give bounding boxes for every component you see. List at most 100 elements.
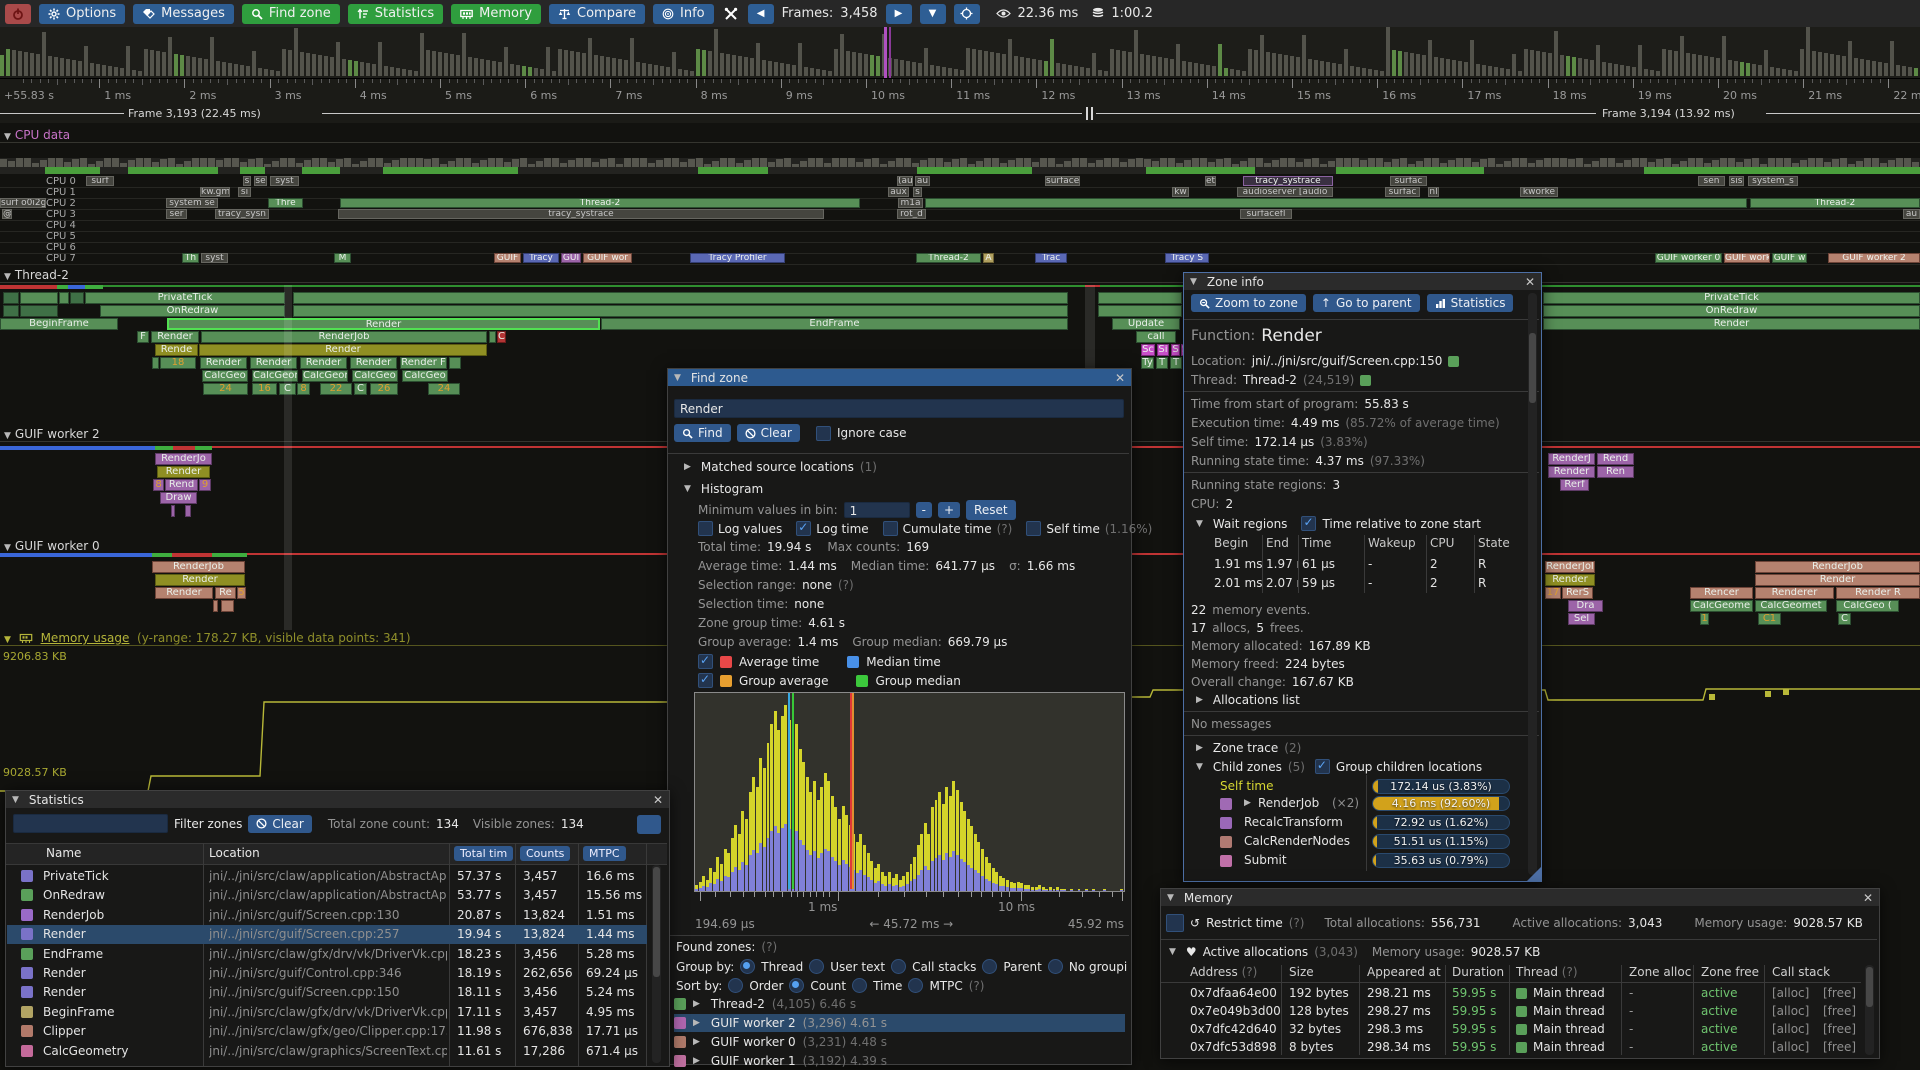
cpu-zone[interactable]: rot_d	[897, 209, 926, 219]
cpu-zone[interactable]: kworke	[1520, 187, 1558, 197]
timeline-zone[interactable]: Render F	[400, 357, 447, 369]
timeline-zone[interactable]: Sc	[1141, 344, 1155, 356]
alloc-col-header[interactable]: Call stack	[1772, 965, 1831, 979]
timeline-zone[interactable]: Re	[215, 587, 236, 599]
timeline-zone[interactable]: C	[1838, 613, 1851, 625]
timeline-zone[interactable]	[221, 600, 234, 612]
timeline-zone[interactable]: Render	[1545, 574, 1595, 586]
cpu-zone[interactable]: GUI	[561, 253, 581, 263]
cpu-zone[interactable]: surfac	[1385, 187, 1420, 197]
timeline-zone[interactable]	[3, 305, 19, 317]
compare-button[interactable]: Compare	[549, 3, 646, 24]
timeline-zone[interactable]	[293, 292, 1068, 304]
active-allocations-toggle[interactable]: ▼	[1169, 947, 1176, 957]
timeline-zone[interactable]: Dra	[1568, 600, 1603, 612]
timeline-zone[interactable]: RenderJo	[155, 453, 212, 465]
timeline-zone[interactable]: OnRedraw	[100, 305, 285, 317]
timeline-zone[interactable]: CalcGeo	[352, 370, 398, 382]
timeline-zone[interactable]: 24	[203, 383, 248, 395]
current-frame-marker[interactable]	[889, 27, 891, 78]
cpu-zone[interactable]	[925, 198, 1747, 208]
legend-checkbox[interactable]	[698, 672, 713, 688]
timeline-zone[interactable]: Rerf	[1560, 479, 1589, 491]
next-frame-button[interactable]: ▶	[885, 3, 912, 24]
child-zone-swatch[interactable]	[1220, 817, 1232, 829]
clear-filter-button[interactable]: Clear	[248, 814, 312, 833]
cpu-zone[interactable]: se	[254, 176, 267, 186]
stats-table-row[interactable]: BeginFrame jni/../jni/src/claw/gfx/drv/vk…	[7, 1003, 647, 1022]
timeline-zone[interactable]: Render	[250, 357, 297, 369]
timeline-zone[interactable]: Render	[151, 331, 199, 343]
find-zone-window-titlebar[interactable]: ▼ Find zone ✕	[668, 369, 1131, 386]
cpu-data-header[interactable]: ▼ CPU data	[0, 128, 1920, 143]
alloc-row[interactable]: 0x7e049b3d00 128 bytes 298.27 ms 59.95 s Mai…	[1161, 1004, 1861, 1022]
child-zone-name[interactable]: RecalcTransform	[1244, 815, 1343, 829]
timeline-zone[interactable]	[1098, 292, 1182, 304]
zone-trace-toggle[interactable]: ▶ Zone trace (2)	[1196, 741, 1302, 755]
find-zone-search-input[interactable]: Render	[674, 399, 1124, 418]
alloc-col-header[interactable]: Duration	[1452, 965, 1505, 979]
timeline-zone[interactable]: CalcGeome	[252, 370, 298, 382]
timeline-zone[interactable]: BeginFrame	[0, 318, 118, 330]
child-zones-toggle[interactable]: ▼	[1196, 761, 1203, 772]
go-to-parent-button[interactable]: ↑ Go to parent	[1312, 294, 1420, 312]
group-by-user-text[interactable]	[809, 959, 825, 974]
memory-window-titlebar[interactable]: ▼ Memory ✕	[1161, 889, 1879, 906]
find-zone-histogram[interactable]	[694, 692, 1125, 892]
stats-col-mtpc[interactable]: MTPC	[583, 846, 626, 861]
cpu-zone[interactable]: au	[915, 176, 930, 186]
frame-dropdown-button[interactable]: ▼	[919, 3, 946, 24]
close-icon[interactable]: ✕	[1114, 370, 1125, 385]
timeline-zone[interactable]	[3, 292, 19, 304]
cpu-zone[interactable]: kw.gm	[200, 187, 230, 197]
min-values-input[interactable]: 1	[843, 502, 910, 518]
tools-button[interactable]	[722, 4, 740, 24]
child-zone-name[interactable]: RenderJob	[1258, 796, 1320, 810]
alloc-row[interactable]: 0x7dfc42d640 32 bytes 298.3 ms 59.95 s Main …	[1161, 1022, 1861, 1040]
cpu-zone[interactable]: GUIF worker 2	[1828, 253, 1920, 263]
cpu-zone[interactable]: Thread-2	[916, 253, 981, 263]
alloc-col-header[interactable]: Zone alloc	[1629, 965, 1692, 979]
thread-color-swatch[interactable]	[1360, 374, 1372, 386]
timeline-zone[interactable]: 17	[1545, 587, 1561, 599]
timeline-zone[interactable]: C	[279, 383, 296, 395]
group-by-parent[interactable]	[982, 959, 998, 974]
timeline-zone[interactable]: Render	[199, 344, 487, 356]
crosshair-button[interactable]	[953, 3, 980, 24]
found-zone-group[interactable]: ▶ GUIF worker 0 (3,231) 4.48 s	[674, 1033, 1125, 1051]
find-button[interactable]: Find	[674, 424, 731, 442]
group-by-no-groupi[interactable]	[1047, 959, 1063, 974]
timeline-zone[interactable]: CalcGeomet	[1755, 600, 1827, 612]
allocations-list-toggle[interactable]: ▶ Allocations list	[1196, 693, 1300, 707]
toggle-log-values[interactable]	[698, 521, 713, 536]
cpu-zone[interactable]: si	[238, 187, 251, 197]
timeline-zone[interactable]: Sel	[1568, 613, 1595, 625]
timeline-zone[interactable]	[489, 331, 496, 343]
timeline-zone[interactable]: Draw	[160, 492, 197, 504]
cpu-zone[interactable]: tracy_systrace	[338, 209, 824, 219]
timeline-zone[interactable]: CalcGeor	[302, 370, 348, 382]
cpu-zone[interactable]: Thre	[268, 198, 303, 208]
timeline-zone[interactable]: C1	[1758, 613, 1781, 625]
alloc-col-header[interactable]: Thread (?)	[1516, 965, 1578, 979]
cpu-zone[interactable]: surf o0i2g	[0, 198, 46, 208]
cpu-zone[interactable]: syst	[201, 253, 228, 263]
wait-regions-toggle[interactable]: ▼	[1196, 518, 1203, 529]
zone-info-window-titlebar[interactable]: ▼ Zone info ✕	[1184, 273, 1541, 290]
timeline-zone[interactable]: 16	[252, 383, 277, 395]
source-color-swatch[interactable]	[1448, 355, 1460, 367]
timeline-zone[interactable]: RenderJob	[1755, 561, 1920, 573]
group-by-thread[interactable]	[740, 959, 756, 974]
legend-checkbox[interactable]	[698, 653, 713, 669]
cpu-zone[interactable]: sis	[1729, 176, 1744, 186]
timeline-zone[interactable]: PrivateTick	[1543, 292, 1920, 304]
timeline-zone[interactable]	[449, 357, 461, 369]
timeline-zone[interactable]: Si	[1157, 344, 1169, 356]
timeline-zone[interactable]: RenderJol	[1545, 561, 1595, 573]
cpu-zone[interactable]: A	[983, 253, 994, 263]
timeline-zone[interactable]	[20, 292, 58, 304]
toggle-log-time[interactable]	[796, 520, 812, 536]
alloc-col-header[interactable]: Size	[1289, 965, 1314, 979]
info-button[interactable]: Info	[653, 3, 714, 24]
cpu-zone[interactable]: surfacefl	[1240, 209, 1292, 219]
